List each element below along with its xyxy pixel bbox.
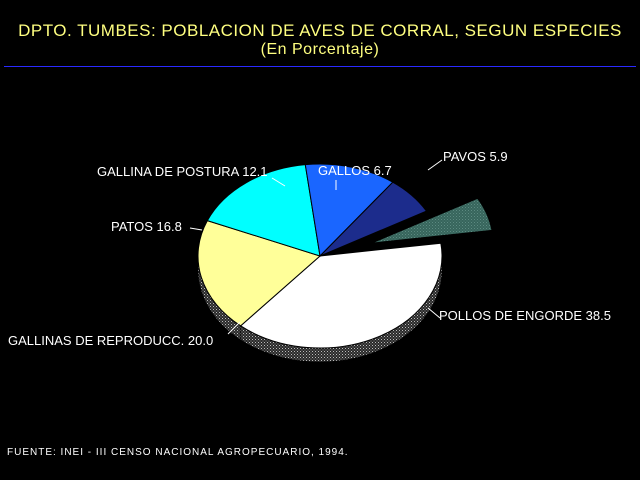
slice-label: GALLOS 6.7: [318, 163, 392, 178]
pie-slice-pavos-tint: [370, 197, 493, 244]
pie-slice-gallos: [319, 181, 428, 257]
slice-label: POLLOS DE ENGORDE 38.5: [439, 308, 611, 323]
pie-slice-pollos-de-engorde: [239, 242, 443, 349]
leader-line: [427, 159, 443, 171]
slice-label: PAVOS 5.9: [443, 149, 508, 164]
leader-line: [271, 177, 286, 187]
chart-subtitle: (En Porcentaje): [260, 41, 380, 58]
slice-label: GALLINAS DE REPRODUCC. 20.0: [8, 333, 213, 348]
slice-label: PATOS 16.8: [111, 219, 182, 234]
pie-slice-patos: [206, 164, 321, 257]
pie-slice-gallina-de-postura: [304, 163, 394, 258]
leader-line: [427, 307, 441, 319]
leader-line: [227, 321, 241, 335]
source-note: FUENTE: INEI - III CENSO NACIONAL AGROPE…: [7, 447, 349, 458]
slice-label: GALLINA DE POSTURA 12.1: [97, 164, 268, 179]
title-divider: [4, 66, 636, 67]
chart-title: DPTO. TUMBES: POBLACION DE AVES DE CORRA…: [18, 21, 622, 40]
leader-line: [189, 227, 203, 231]
